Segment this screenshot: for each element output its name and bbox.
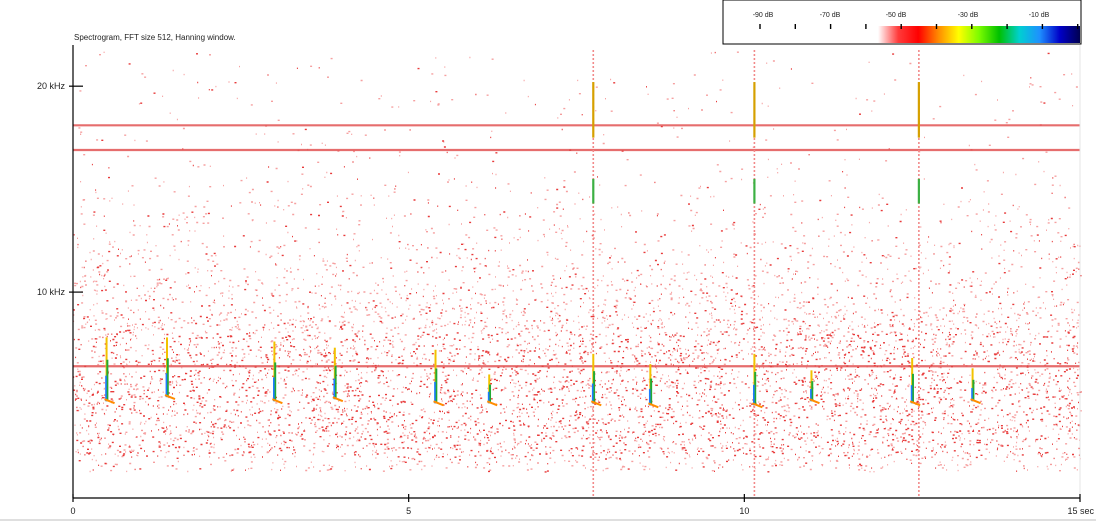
- colorbar-legend: -90 dB -70 dB -50 dB -30 dB -10 dB: [722, 0, 1082, 45]
- call-mark-4: [433, 349, 444, 407]
- call-marks: [104, 337, 981, 409]
- x-tick-label-2: 10: [739, 506, 749, 516]
- x-tick-label-0: 0: [70, 506, 75, 516]
- call-mark-6: [590, 353, 602, 407]
- chart-title: Spectrogram, FFT size 512, Hanning windo…: [74, 33, 236, 42]
- call-mark-5: [486, 374, 498, 407]
- call-mark-7: [647, 364, 659, 409]
- colorbar-label-3: -30 dB: [958, 12, 979, 19]
- call-mark-11: [970, 368, 981, 405]
- call-mark-2: [272, 341, 283, 405]
- colorbar-label-2: -50 dB: [886, 12, 907, 19]
- call-mark-0: [104, 337, 115, 405]
- y-tick-label-0: 10 kHz: [37, 287, 66, 297]
- call-mark-10: [909, 357, 921, 407]
- call-mark-9: [809, 370, 820, 405]
- axis-ticks: 0 5 10 15 sec 10 kHz 20 kHz: [37, 81, 1095, 516]
- call-mark-1: [164, 337, 176, 401]
- x-tick-label-1: 5: [406, 506, 411, 516]
- y-tick-label-1: 20 kHz: [37, 81, 66, 91]
- x-tick-label-3: 15 sec: [1067, 506, 1094, 516]
- call-mark-3: [332, 347, 344, 403]
- call-mark-8: [752, 353, 763, 409]
- broadband-clicks: [592, 50, 920, 498]
- plot-area: [73, 45, 1080, 498]
- colorbar-gradient: [878, 26, 1080, 43]
- colorbar-label-4: -10 dB: [1029, 12, 1050, 19]
- colorbar-label-0: -90 dB: [753, 12, 774, 19]
- colorbar-label-1: -70 dB: [820, 12, 841, 19]
